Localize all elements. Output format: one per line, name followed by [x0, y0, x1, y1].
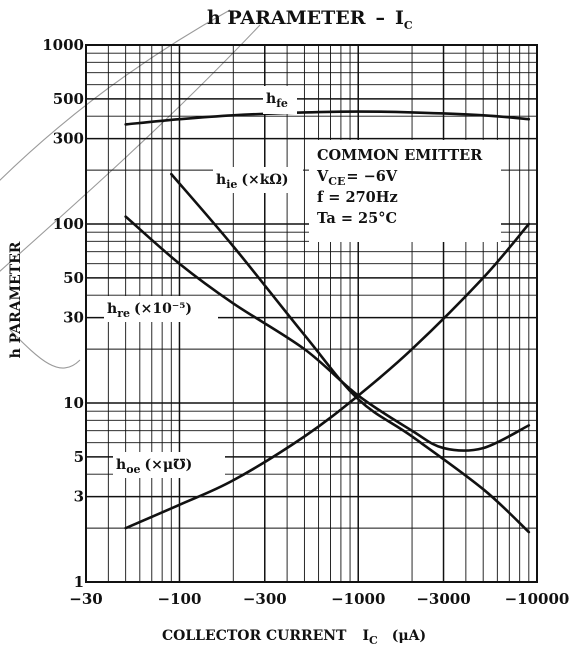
- x-tick-label: −30: [69, 590, 102, 608]
- y-tick-label: 500: [53, 90, 84, 108]
- svg-text:hoe(×μ℧): hoe (×μ℧): [116, 457, 192, 476]
- series-label-hoe: hoe (×μ℧): [113, 452, 225, 478]
- y-tick-label: 30: [63, 309, 84, 327]
- series-line-hre: [124, 215, 531, 452]
- series-labels: hfe hie (×kΩ) hre (×10⁻⁵) hoe (×μ℧): [104, 86, 303, 478]
- x-tick-label: −3000: [416, 590, 470, 608]
- conditions-vce: VCE= −6V: [316, 168, 398, 188]
- conditions-frequency: f = 270Hz: [317, 189, 398, 206]
- series-label-hre: hre (×10⁻⁵): [104, 296, 218, 322]
- y-tick-label: 100: [53, 215, 84, 233]
- conditions-temperature: Ta = 25°C: [317, 210, 397, 227]
- x-tick-label: −300: [243, 590, 287, 608]
- series-label-hfe: hfe: [263, 86, 297, 114]
- y-tick-label: 3: [74, 488, 84, 506]
- series-line-hfe: [124, 110, 531, 126]
- y-tick-label: 1000: [42, 36, 84, 54]
- x-tick-label: −100: [158, 590, 202, 608]
- y-tick-label: 10: [63, 394, 84, 412]
- y-tick-labels: 1 3 5 10 30 50 100 300 500 1000: [42, 36, 84, 591]
- x-tick-labels: −30 −100 −300 −1000 −3000 −10000: [69, 590, 569, 608]
- conditions-box: COMMON EMITTER VCE= −6V f = 270Hz Ta = 2…: [309, 140, 501, 242]
- y-tick-label: 1: [74, 573, 84, 591]
- series-label-hie: hie (×kΩ): [213, 167, 303, 193]
- conditions-line-1: COMMON EMITTER: [317, 147, 483, 164]
- x-axis-title: COLLECTOR CURRENT IC (μA): [162, 628, 426, 647]
- chart-title: h PARAMETER – IC: [207, 7, 413, 32]
- curves: [124, 110, 531, 534]
- series-line-hie: [169, 172, 531, 534]
- y-axis-title: h PARAMETER: [8, 241, 24, 358]
- plot-frame: [85, 44, 538, 583]
- x-tick-label: −10000: [505, 590, 570, 608]
- y-tick-label: 50: [63, 269, 84, 287]
- svg-text:hie(×kΩ): hie (×kΩ): [216, 172, 289, 191]
- svg-text:hfe: hfe: [266, 91, 288, 110]
- series-line-hoe: [124, 222, 531, 530]
- svg-text:hre(×10⁻⁵): hre (×10⁻⁵): [107, 301, 192, 320]
- y-tick-label: 300: [53, 130, 84, 148]
- x-tick-label: −1000: [331, 590, 385, 608]
- y-tick-label: 5: [74, 448, 84, 466]
